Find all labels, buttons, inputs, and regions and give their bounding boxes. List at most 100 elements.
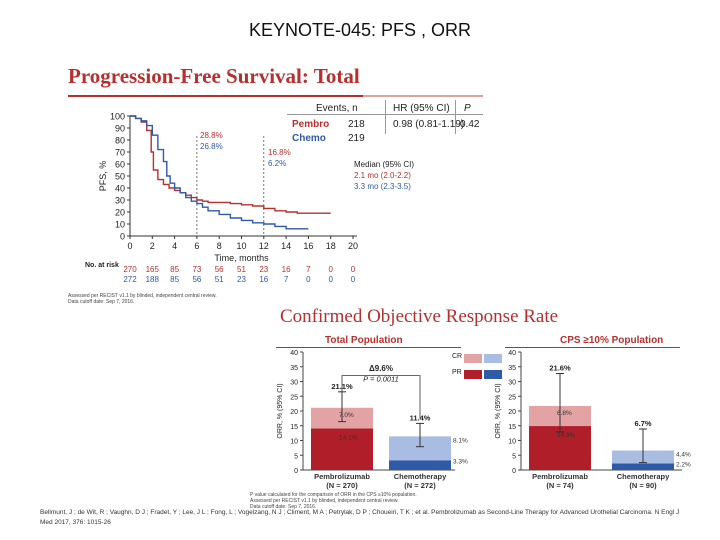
at-risk-value: 85: [170, 265, 179, 274]
x-tick-label: 14: [281, 241, 291, 251]
table-col-hr: HR (95% CI): [393, 103, 450, 114]
table-col-p: P: [464, 103, 471, 114]
y-tick-label: 10: [115, 220, 125, 230]
x-axis-label: Time, months: [214, 253, 269, 263]
annotation-pembro-18mo: 16.8%: [268, 148, 291, 157]
legend-pr-label: PR: [452, 369, 462, 376]
x-tick-label: 16: [303, 241, 313, 251]
pfs-header-rule: [68, 95, 363, 97]
at-risk-value: 0: [351, 275, 356, 284]
annotation-chemo-18mo: 6.2%: [268, 159, 287, 168]
bar-pr: [529, 426, 591, 470]
at-risk-value: 165: [146, 265, 160, 274]
table-row-pembro-arm: Pembro: [292, 119, 330, 130]
y-tick-label: 0: [294, 468, 298, 475]
category-label: Chemotherapy: [617, 472, 670, 481]
annotation-chemo-12mo: 26.8%: [200, 142, 223, 151]
table-divider: [455, 100, 456, 134]
legend-pr-chemo-swatch: [484, 370, 502, 379]
orr-subtitle-rule: [505, 347, 680, 348]
orr-note-2: Assessed per RECIST v1.1 by blinded, ind…: [250, 498, 399, 504]
category-label: (N = 272): [404, 481, 436, 490]
x-tick-label: 2: [150, 241, 155, 251]
pfs-footnote-2: Data cutoff date: Sep 7, 2016.: [68, 299, 135, 305]
median-pembro: 2.1 mo (2.0-2.2): [354, 171, 411, 180]
x-tick-label: 18: [326, 241, 336, 251]
orr-note-1: P value calculated for the comparison of…: [250, 492, 417, 498]
table-row-pembro-p: 0.42: [460, 119, 480, 130]
category-label: (N = 270): [326, 481, 358, 490]
x-tick-label: 12: [259, 241, 269, 251]
pfs-footnote-1: Assessed per RECIST v1.1 by blinded, ind…: [68, 293, 217, 299]
at-risk-value: 7: [306, 265, 311, 274]
at-risk-value: 270: [123, 265, 137, 274]
median-chemo: 3.3 mo (2.3-3.5): [354, 182, 411, 191]
citation-footer: Bellmunt, J ; de Wit, R ; Vaughn, D J ; …: [40, 509, 680, 526]
orr-subtitle-total: Total Population: [325, 335, 403, 346]
y-tick-label: 0: [512, 468, 516, 475]
y-tick-label: 40: [508, 350, 516, 357]
at-risk-value: 56: [192, 275, 201, 284]
y-axis-label: ORR, % (95% CI): [495, 383, 502, 438]
y-tick-label: 30: [115, 196, 125, 206]
orr-subtitle-cps: CPS ≥10% Population: [560, 335, 664, 346]
y-tick-label: 20: [115, 208, 125, 218]
legend-cr-pembro-swatch: [464, 354, 482, 363]
cr-label: 6.8%: [557, 410, 572, 417]
category-label: Pembrolizumab: [532, 472, 588, 481]
y-tick-label: 30: [290, 380, 298, 387]
at-risk-label: No. at risk: [85, 262, 119, 269]
y-tick-label: 50: [115, 172, 125, 182]
at-risk-value: 73: [192, 265, 201, 274]
orr-subtitle-rule: [276, 347, 461, 348]
at-risk-value: 0: [328, 275, 333, 284]
y-tick-label: 35: [290, 365, 298, 372]
at-risk-value: 16: [282, 265, 291, 274]
at-risk-value: 23: [237, 275, 246, 284]
cr-label: 8.1%: [453, 437, 468, 444]
y-tick-label: 40: [290, 350, 298, 357]
table-row-pembro-hr: 0.98 (0.81-1.19): [393, 119, 465, 130]
p-value-annotation: P = 0.0011: [363, 375, 399, 384]
y-tick-label: 10: [290, 439, 298, 446]
category-label: (N = 90): [629, 481, 657, 490]
delta-annotation: Δ9.6%: [369, 364, 393, 373]
at-risk-value: 51: [237, 265, 246, 274]
orr-header: Confirmed Objective Response Rate: [280, 306, 559, 327]
comparison-bracket: [341, 375, 421, 419]
y-tick-label: 70: [115, 148, 125, 158]
y-tick-label: 10: [508, 439, 516, 446]
y-tick-label: 90: [115, 124, 125, 134]
pr-label: 14.1%: [339, 434, 358, 441]
y-tick-label: 5: [294, 453, 298, 460]
at-risk-value: 7: [284, 275, 289, 284]
x-tick-label: 4: [172, 241, 177, 251]
y-tick-label: 25: [508, 394, 516, 401]
y-tick-label: 5: [512, 453, 516, 460]
category-label: (N = 74): [546, 481, 574, 490]
series-line-pembro: [130, 115, 331, 214]
at-risk-value: 16: [259, 275, 268, 284]
x-tick-label: 10: [236, 241, 246, 251]
table-col-events: Events, n: [316, 103, 358, 114]
y-tick-label: 15: [508, 424, 516, 431]
category-label: Chemotherapy: [394, 472, 447, 481]
pr-label: 2.2%: [676, 462, 691, 469]
y-tick-label: 20: [508, 409, 516, 416]
y-tick-label: 20: [290, 409, 298, 416]
slide-title: KEYNOTE-045: PFS , ORR: [248, 20, 472, 40]
at-risk-value: 188: [146, 275, 160, 284]
table-divider: [385, 100, 386, 134]
x-tick-label: 8: [217, 241, 222, 251]
cr-label: 4.4%: [676, 452, 691, 459]
at-risk-value: 0: [351, 265, 356, 274]
at-risk-value: 85: [170, 275, 179, 284]
at-risk-value: 272: [123, 275, 137, 284]
y-tick-label: 60: [115, 160, 125, 170]
pfs-header-rule-extension: [363, 95, 483, 97]
total-label: 21.6%: [549, 364, 571, 373]
y-axis-label: ORR, % (95% CI): [277, 383, 284, 438]
at-risk-value: 0: [306, 275, 311, 284]
